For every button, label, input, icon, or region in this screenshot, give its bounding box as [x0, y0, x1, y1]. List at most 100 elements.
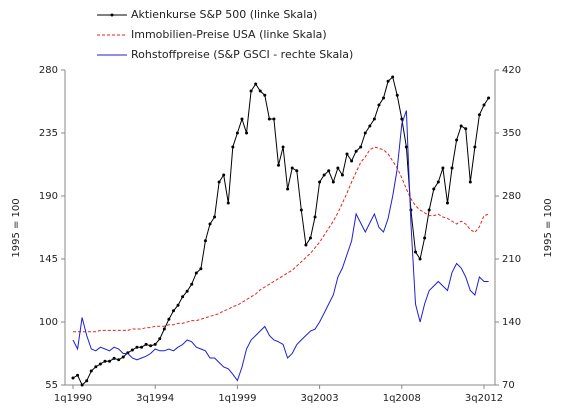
point	[208, 222, 212, 226]
point	[473, 145, 477, 149]
point	[277, 163, 280, 167]
y-tick-label: 235	[39, 128, 58, 139]
point	[144, 342, 148, 346]
x-tick-label: 1q2008	[383, 393, 421, 404]
point	[322, 173, 326, 177]
point	[222, 173, 226, 177]
point	[427, 208, 431, 212]
y-tick-label: 280	[39, 65, 58, 76]
x-tick-label: 3q2012	[465, 393, 503, 404]
series-line	[72, 110, 489, 382]
y2-tick-label: 70	[502, 380, 515, 391]
point	[158, 337, 162, 341]
point	[391, 75, 395, 79]
y-tick-label: 100	[39, 317, 58, 328]
point	[181, 295, 185, 299]
point	[85, 379, 89, 383]
point	[477, 113, 481, 117]
point	[103, 359, 107, 363]
point	[372, 117, 376, 121]
point	[213, 215, 217, 219]
point	[162, 327, 166, 331]
y2-tick-label: 420	[502, 65, 521, 76]
y2-tick-label: 140	[502, 317, 521, 328]
point	[395, 93, 399, 97]
point	[318, 180, 322, 184]
point	[459, 124, 463, 128]
point	[149, 344, 153, 348]
point	[80, 383, 84, 387]
point	[254, 82, 258, 86]
point	[418, 257, 422, 261]
point	[263, 93, 267, 97]
point	[404, 145, 408, 149]
point	[235, 131, 239, 135]
point	[194, 271, 198, 275]
point	[272, 117, 276, 121]
point	[130, 348, 134, 352]
point	[308, 236, 312, 240]
point	[304, 243, 308, 247]
legend-label: Immobilien-Preise USA (linke Skala)	[131, 28, 327, 41]
y2-tick-label: 350	[502, 128, 521, 139]
y-axis-label: 1995 = 100	[11, 198, 22, 257]
point	[354, 149, 358, 153]
point	[414, 250, 417, 254]
x-tick-label: 1q1999	[218, 393, 256, 404]
point	[450, 166, 454, 170]
point	[295, 169, 299, 173]
point	[368, 124, 372, 128]
point	[482, 103, 486, 107]
point	[331, 180, 335, 184]
y2-tick-label: 280	[502, 191, 521, 202]
point	[258, 89, 262, 93]
point	[432, 187, 436, 191]
point	[89, 369, 93, 373]
y2-tick-label: 210	[502, 254, 521, 265]
point	[226, 201, 230, 205]
point	[185, 289, 189, 293]
point	[436, 180, 440, 184]
point	[286, 187, 290, 191]
point	[267, 117, 271, 121]
point	[313, 215, 317, 219]
point	[400, 117, 404, 121]
point	[340, 173, 344, 177]
legend-label: Rohstoffpreise (S&P GSCI - rechte Skala)	[131, 48, 353, 61]
point	[117, 358, 121, 362]
point	[190, 282, 194, 286]
point	[112, 356, 116, 360]
point	[249, 89, 253, 93]
y-tick-label: 55	[45, 380, 58, 391]
y2-axis-label: 1995 = 100	[543, 198, 554, 257]
legend-marker	[110, 13, 114, 17]
point	[327, 169, 331, 173]
point	[445, 201, 449, 205]
point	[167, 317, 171, 321]
point	[363, 131, 367, 135]
point	[487, 96, 491, 100]
point	[176, 303, 180, 307]
point	[281, 145, 285, 149]
point	[203, 239, 207, 243]
series-line	[72, 76, 490, 386]
y-tick-label: 145	[39, 254, 58, 265]
point	[464, 127, 468, 131]
point	[359, 145, 363, 149]
point	[171, 309, 175, 313]
point	[94, 365, 98, 369]
point	[350, 159, 354, 163]
point	[98, 362, 102, 366]
point	[240, 117, 244, 121]
point	[377, 103, 381, 107]
point	[382, 96, 386, 100]
point	[108, 359, 112, 363]
point	[386, 79, 390, 83]
point	[345, 152, 349, 156]
point	[71, 376, 75, 380]
point	[140, 345, 143, 349]
point	[423, 236, 427, 240]
point	[217, 180, 221, 184]
point	[231, 145, 235, 149]
